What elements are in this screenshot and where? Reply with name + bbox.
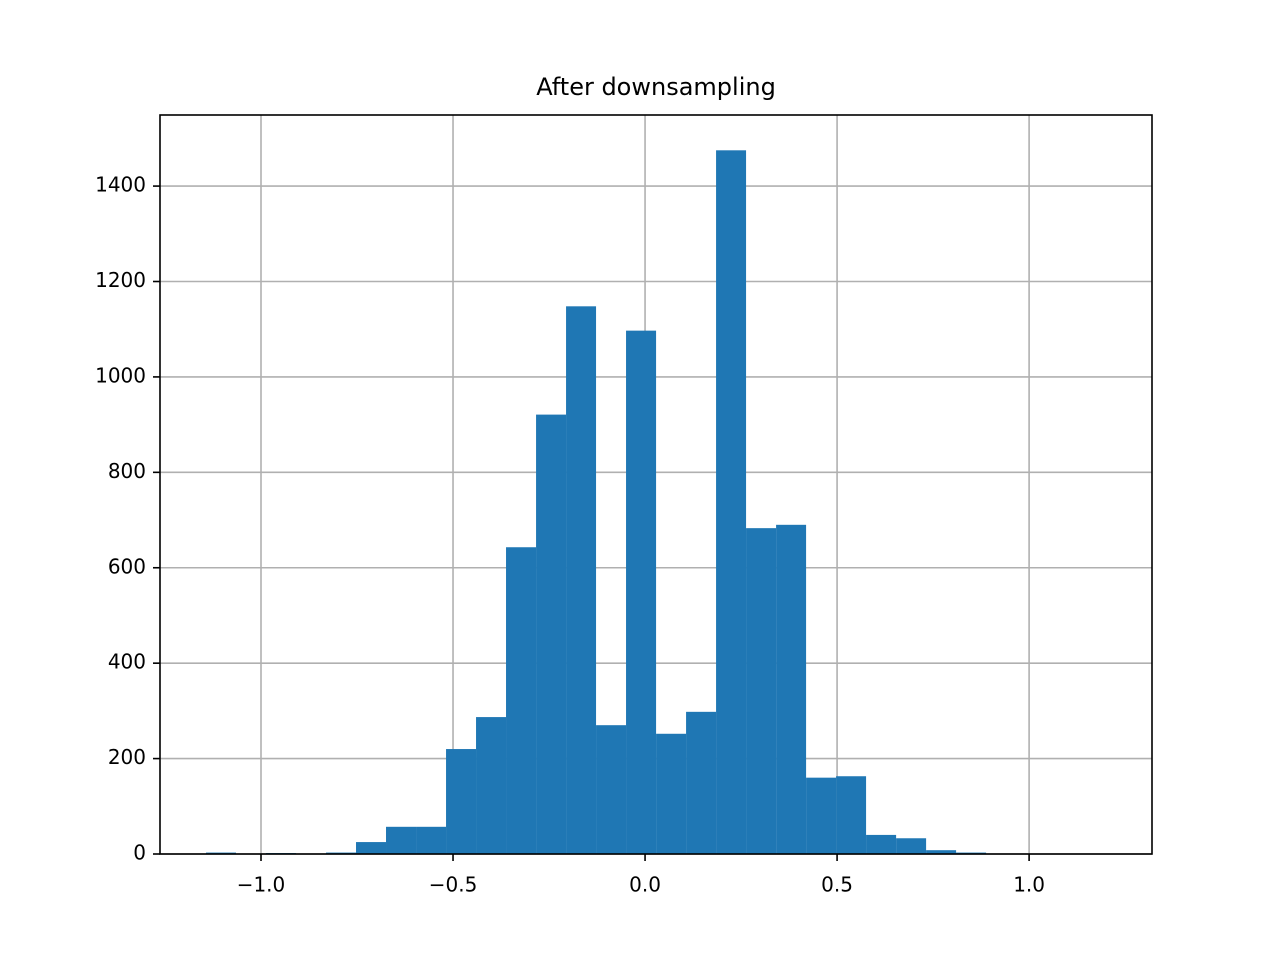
y-tick-label: 1000 (95, 363, 146, 387)
y-tick-label: 200 (108, 745, 146, 769)
x-tick-label: 0.0 (629, 873, 661, 897)
bar (716, 150, 746, 854)
x-tick-label: 0.5 (821, 873, 853, 897)
bar (446, 749, 476, 854)
x-tick-label: −0.5 (429, 873, 478, 897)
y-tick-label: 400 (108, 650, 146, 674)
bar (836, 776, 866, 854)
bar (656, 734, 686, 854)
bar (776, 525, 806, 854)
y-tick-label: 1400 (95, 173, 146, 197)
bar (356, 842, 386, 854)
y-tick-label: 1200 (95, 268, 146, 292)
bar (476, 717, 506, 854)
bar (866, 835, 896, 854)
x-tick-label: −1.0 (237, 873, 286, 897)
x-tick-label: 1.0 (1013, 873, 1045, 897)
bar (596, 725, 626, 854)
bar (416, 827, 446, 854)
bar (386, 827, 416, 854)
bar (536, 415, 566, 854)
bar (746, 528, 776, 854)
y-tick-label: 800 (108, 459, 146, 483)
bar (896, 838, 926, 854)
bar (566, 306, 596, 854)
chart-title: After downsampling (536, 73, 776, 101)
y-tick-label: 600 (108, 554, 146, 578)
bar (806, 778, 836, 854)
bar (506, 547, 536, 854)
bar (626, 331, 656, 854)
y-tick-label: 0 (133, 841, 146, 865)
bar (686, 712, 716, 854)
